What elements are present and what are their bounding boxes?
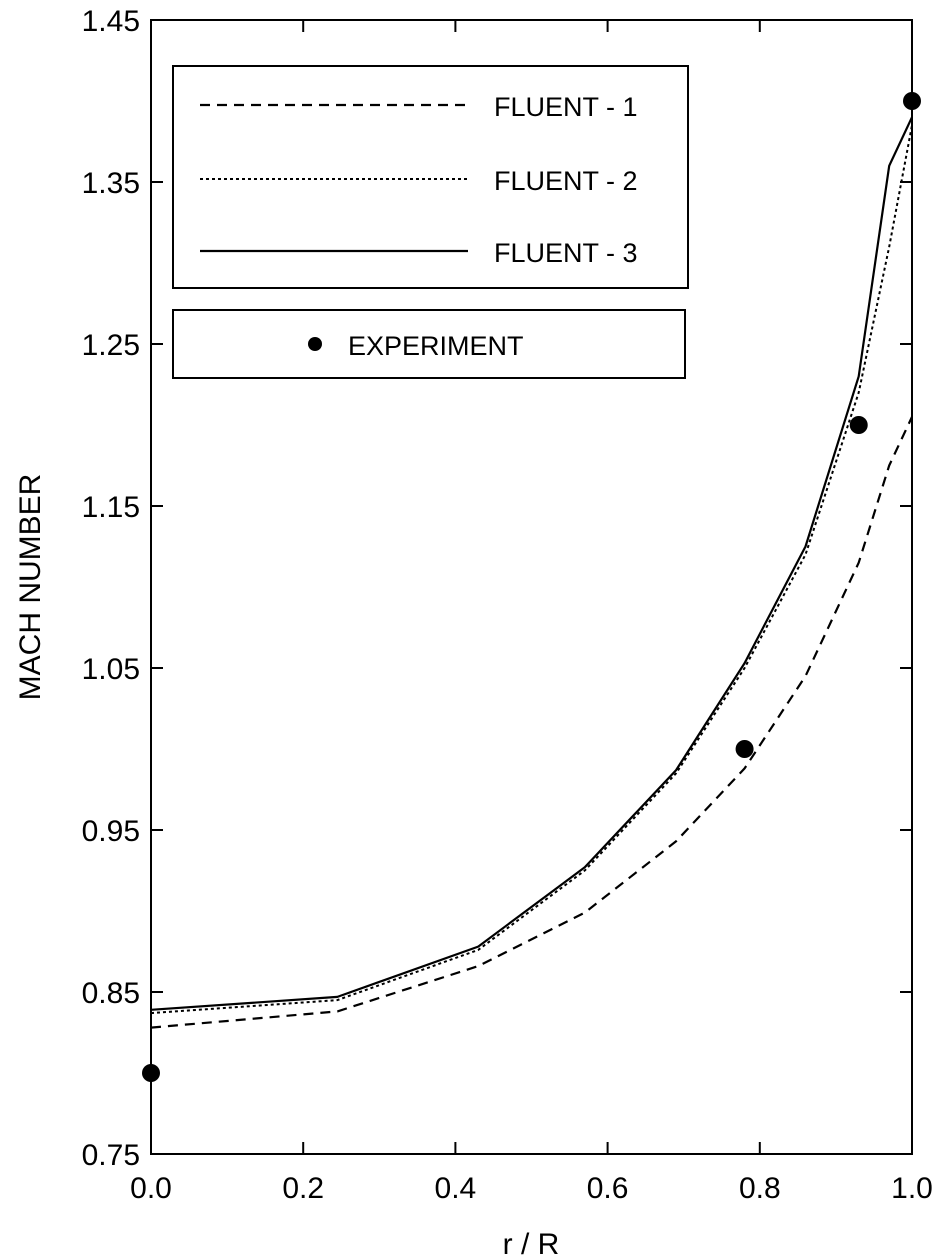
x-tick-label: 0.6 (587, 1172, 629, 1205)
x-tick-label: 0.0 (130, 1172, 172, 1205)
x-tick-label: 0.4 (435, 1172, 477, 1205)
legend-label-experiment: EXPERIMENT (348, 331, 524, 361)
experiment-point (849, 416, 868, 434)
tick-labels: 0.0 0.2 0.4 0.6 0.8 1.0 0.75 0.85 0.95 1.05 1.15 1.… (82, 5, 933, 1205)
series-line-fluent-3 (150, 116, 913, 1011)
experiment-point (735, 740, 754, 758)
y-tick-label: 1.45 (82, 5, 140, 38)
legend-lines-box (172, 65, 689, 289)
y-tick-label: 1.25 (82, 329, 140, 362)
series-lines (150, 116, 913, 1029)
legend-label-fluent-2: FLUENT - 2 (494, 166, 638, 196)
x-tick-label: 0.2 (282, 1172, 324, 1205)
experiment-markers (142, 92, 921, 1082)
x-tick-label: 1.0 (891, 1172, 933, 1205)
experiment-point (903, 92, 921, 110)
legend-experiment-box (172, 309, 686, 379)
y-axis-title: MACH NUMBER (14, 474, 47, 701)
legend-label-fluent-1: FLUENT - 1 (494, 92, 638, 122)
y-tick-label: 0.75 (82, 1139, 140, 1172)
series-line-fluent-1 (150, 416, 913, 1029)
plot-frame (150, 19, 913, 1155)
x-tick-label: 0.8 (739, 1172, 781, 1205)
axis-ticks (150, 19, 913, 1155)
y-tick-label: 1.15 (82, 491, 140, 524)
legend-experiment: EXPERIMENT (172, 309, 686, 379)
experiment-point (142, 1064, 160, 1082)
y-tick-label: 0.85 (82, 977, 140, 1010)
y-tick-label: 1.05 (82, 653, 140, 686)
legend-label-fluent-3: FLUENT - 3 (494, 238, 638, 268)
legend-marker-experiment (308, 337, 322, 351)
legend-lines: FLUENT - 1 FLUENT - 2 FLUENT - 3 (172, 65, 689, 289)
y-tick-label: 0.95 (82, 815, 140, 848)
y-tick-label: 1.35 (82, 167, 140, 200)
x-axis-title: r / R (503, 1228, 560, 1260)
